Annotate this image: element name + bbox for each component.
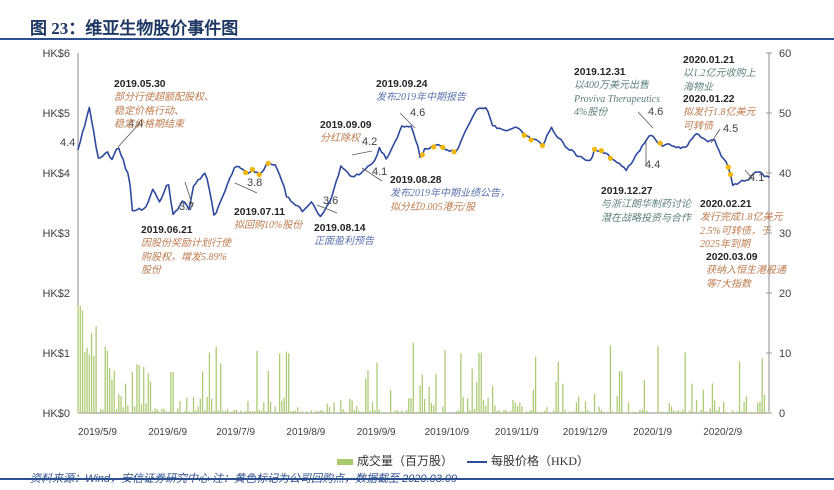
svg-text:2019/10/9: 2019/10/9 — [425, 427, 470, 438]
svg-text:HK$1: HK$1 — [42, 348, 70, 360]
svg-text:2019/5/9: 2019/5/9 — [78, 427, 117, 438]
svg-text:4.4: 4.4 — [60, 137, 75, 149]
svg-text:2019/12/9: 2019/12/9 — [563, 427, 608, 438]
svg-text:HK$6: HK$6 — [42, 48, 70, 60]
svg-text:3.8: 3.8 — [247, 177, 262, 189]
svg-text:2019/6/9: 2019/6/9 — [148, 427, 187, 438]
svg-text:40: 40 — [779, 168, 791, 180]
svg-text:HK$2: HK$2 — [42, 288, 70, 300]
svg-text:HK$3: HK$3 — [42, 228, 70, 240]
svg-text:2019/9/9: 2019/9/9 — [357, 427, 396, 438]
svg-text:2019/11/9: 2019/11/9 — [495, 427, 539, 438]
svg-text:4.4: 4.4 — [645, 159, 660, 171]
svg-text:HK$0: HK$0 — [42, 408, 70, 420]
svg-text:4.1: 4.1 — [372, 166, 387, 178]
svg-text:2020/2/9: 2020/2/9 — [703, 427, 742, 438]
svg-text:2019/8/9: 2019/8/9 — [286, 427, 325, 438]
svg-text:2020/1/9: 2020/1/9 — [633, 427, 672, 438]
svg-text:10: 10 — [779, 348, 791, 360]
svg-text:4.6: 4.6 — [410, 107, 425, 119]
svg-text:HK$4: HK$4 — [42, 168, 70, 180]
svg-text:2019/7/9: 2019/7/9 — [216, 427, 255, 438]
svg-text:3.7: 3.7 — [179, 201, 194, 213]
svg-text:0: 0 — [779, 408, 785, 420]
svg-text:HK$5: HK$5 — [42, 108, 70, 120]
svg-text:4.1: 4.1 — [749, 172, 764, 184]
